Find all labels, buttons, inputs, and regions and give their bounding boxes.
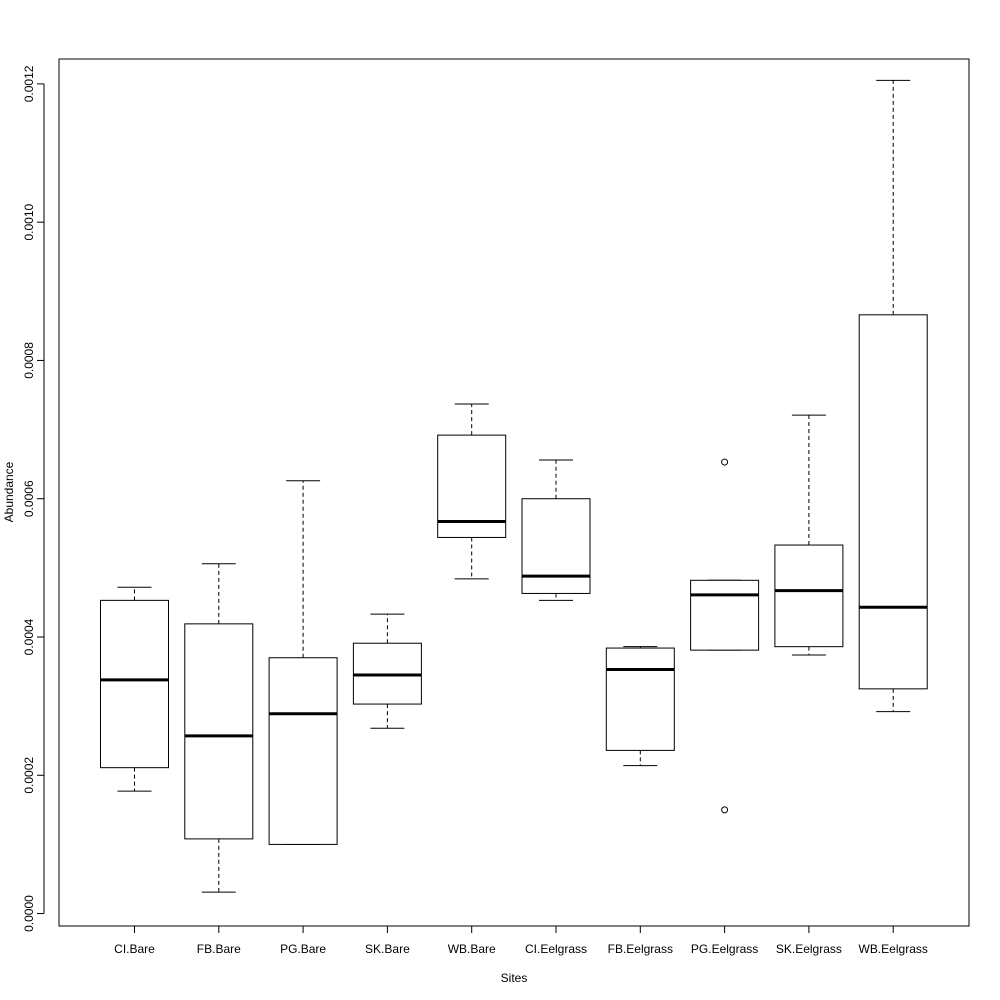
y-tick-label: 0.0002: [22, 757, 36, 794]
x-tick-label: WB.Bare: [448, 942, 496, 956]
x-tick-label: CI.Eelgrass: [525, 942, 587, 956]
x-tick-label: PG.Bare: [280, 942, 326, 956]
box-SK.Eelgrass: [774, 414, 844, 656]
box-iqr: [521, 498, 591, 594]
box-CI.Bare: [100, 586, 169, 792]
y-tick-label: 0.0004: [22, 618, 36, 655]
box-SK.Bare: [352, 613, 422, 729]
x-axis-title: Sites: [501, 971, 528, 985]
box-FB.Eelgrass: [605, 646, 675, 767]
box-WB.Bare: [437, 403, 507, 580]
x-axis: CI.Bare FB.Bare PG.Bare SK.Bare WB.Bare CI.Ee…: [114, 925, 928, 956]
box-FB.Bare: [184, 563, 254, 893]
y-tick-label: 0.0008: [22, 342, 36, 379]
boxes: [100, 79, 928, 893]
box-iqr: [605, 647, 675, 751]
box-iqr: [858, 314, 928, 690]
x-tick-label: PG.Eelgrass: [691, 942, 758, 956]
box-PG.Eelgrass: [690, 458, 760, 814]
y-tick-label: 0.0012: [22, 65, 36, 102]
box-iqr: [690, 579, 760, 651]
outlier-point: [721, 806, 729, 814]
box-iqr: [268, 657, 338, 845]
box-WB.Eelgrass: [858, 79, 928, 713]
y-axis-title: Abundance: [2, 461, 16, 522]
x-tick-label: FB.Eelgrass: [608, 942, 673, 956]
x-tick-label: SK.Eelgrass: [776, 942, 842, 956]
box-iqr: [184, 623, 254, 840]
y-tick-label: 0.0000: [22, 895, 36, 932]
box-PG.Bare: [268, 480, 338, 845]
y-tick-label: 0.0006: [22, 480, 36, 517]
x-tick-label: SK.Bare: [365, 942, 410, 956]
box-iqr: [774, 544, 844, 648]
outlier-point: [721, 458, 729, 466]
y-tick-label: 0.0010: [22, 203, 36, 240]
box-CI.Eelgrass: [521, 459, 591, 601]
x-tick-label: WB.Eelgrass: [859, 942, 928, 956]
y-axis: 0.0000 0.0002 0.0004 0.0006 0.0008 0.0010 0.00…: [22, 65, 45, 932]
box-iqr: [100, 599, 169, 769]
x-tick-label: FB.Bare: [197, 942, 241, 956]
x-tick-label: CI.Bare: [114, 942, 155, 956]
